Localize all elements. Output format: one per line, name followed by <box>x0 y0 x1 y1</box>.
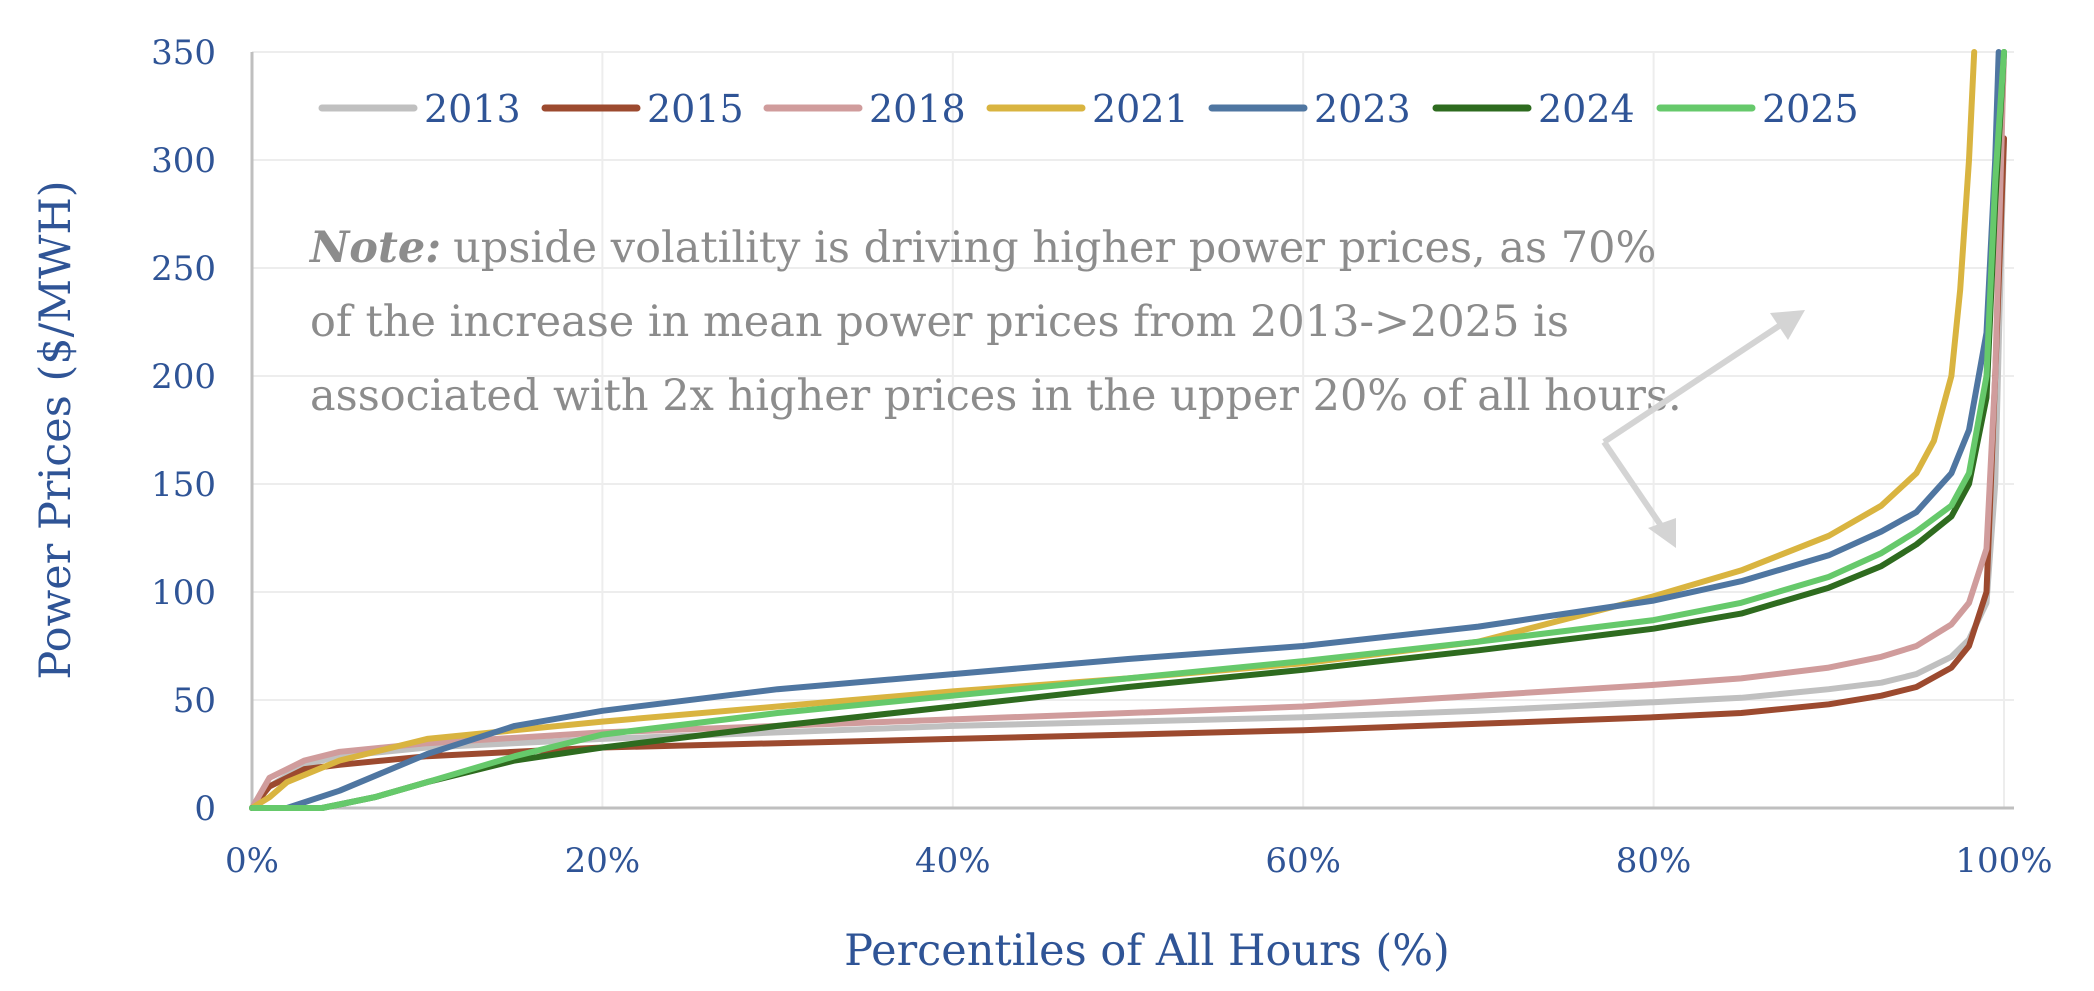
y-tick-label: 100 <box>151 573 216 613</box>
y-tick-label: 50 <box>173 681 216 721</box>
x-tick-labels: 0% 20% 40% 60% 80% 100% <box>225 841 2053 881</box>
note-line-2: of the increase in mean power prices fro… <box>310 297 1569 347</box>
legend: 2013 2015 2018 2021 2023 2024 2025 <box>318 87 1859 131</box>
x-tick-label: 40% <box>915 841 991 881</box>
x-axis-title: Percentiles of All Hours (%) <box>844 926 1450 976</box>
series-line-2025 <box>249 49 2007 811</box>
series-lines <box>249 49 2007 811</box>
legend-label-2023: 2023 <box>1314 87 1411 131</box>
x-tick-label: 0% <box>225 841 279 881</box>
series-line-2018 <box>249 49 2007 811</box>
arrow-up-head <box>1770 310 1805 340</box>
legend-label-2025: 2025 <box>1762 87 1859 131</box>
series-line-2021 <box>249 49 1978 811</box>
x-tick-label: 20% <box>565 841 641 881</box>
note-bold-label: Note: <box>308 223 441 273</box>
legend-label-2021: 2021 <box>1092 87 1189 131</box>
series-line-2023 <box>249 49 2002 811</box>
legend-label-2015: 2015 <box>647 87 744 131</box>
arrow-down-head <box>1648 518 1676 548</box>
legend-label-2018: 2018 <box>869 87 966 131</box>
note-line-1: Note: upside volatility is driving higher… <box>308 223 1656 273</box>
y-tick-label: 350 <box>151 33 216 73</box>
y-tick-labels: 0 50 100 150 200 250 300 350 <box>151 33 216 829</box>
note-line-3: associated with 2x higher prices in the … <box>310 371 1682 421</box>
annotation-arrows <box>1601 310 1805 548</box>
x-tick-label: 60% <box>1265 841 1341 881</box>
y-tick-label: 150 <box>151 465 216 505</box>
arrow-up-shaft <box>1602 319 1787 445</box>
x-tick-label: 80% <box>1616 841 1692 881</box>
axes <box>250 52 2014 810</box>
note-line-1-text: upside volatility is driving higher powe… <box>453 223 1656 273</box>
y-axis-title: Power Prices ($/MWH) <box>31 180 81 679</box>
arrow-down-shaft <box>1601 440 1667 532</box>
y-tick-label: 250 <box>151 249 216 289</box>
annotation-note: Note: upside volatility is driving higher… <box>308 223 1805 548</box>
y-tick-label: 0 <box>194 789 216 829</box>
series-line-2024 <box>249 49 2007 811</box>
legend-label-2024: 2024 <box>1538 87 1635 131</box>
x-tick-label: 100% <box>1955 841 2052 881</box>
series-line-2015 <box>249 135 2007 811</box>
y-tick-label: 200 <box>151 357 216 397</box>
y-tick-label: 300 <box>151 141 216 181</box>
legend-label-2013: 2013 <box>424 87 521 131</box>
